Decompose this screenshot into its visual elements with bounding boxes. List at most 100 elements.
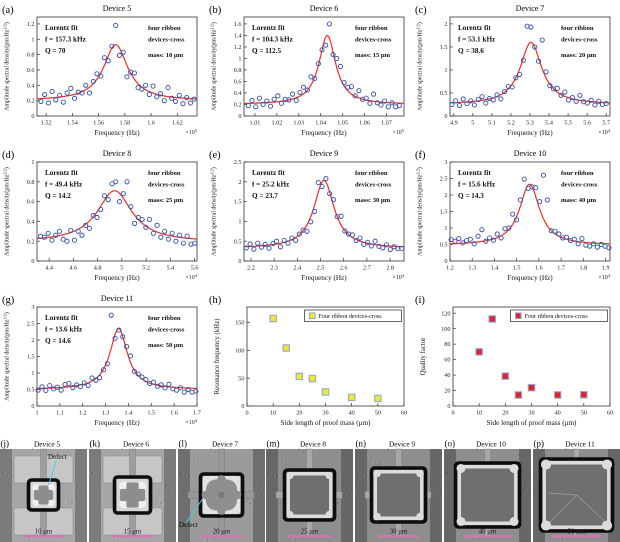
- data-point: [449, 101, 455, 108]
- chart-device-11-lorentz: (g) Device 11 1 1.1 1.2 1.3 1.4 1.5 1.6 1.7 0 0.5 1 1…: [0, 290, 207, 437]
- x-axis-label: Frequency (Hz): [508, 129, 554, 137]
- data-point: [86, 225, 93, 231]
- data-point: [41, 234, 47, 240]
- data-point: [285, 97, 292, 103]
- y-tick-label: 0.2: [27, 98, 35, 105]
- data-point: [166, 381, 172, 387]
- fit-annotation: Q = 14.3: [458, 192, 484, 200]
- plot-box: [243, 161, 404, 262]
- plot-box: [36, 161, 198, 262]
- x-tick-label: 5.6: [583, 119, 591, 126]
- data-point: [457, 102, 463, 108]
- data-point: [456, 235, 462, 242]
- device-frame: [112, 475, 153, 515]
- data-point: [521, 176, 527, 182]
- data-point: [161, 98, 167, 104]
- data-point: [475, 233, 481, 239]
- data-point: [263, 98, 269, 104]
- data-point: [90, 212, 96, 219]
- y-tick-label: 2: [445, 21, 448, 28]
- y-tick-label: 0.5: [440, 90, 448, 97]
- x-tick-label: 1.52: [41, 119, 52, 126]
- y-tick-label: 0.4: [27, 218, 35, 225]
- sem-device-5: (j) Device 5 Defect 10 μm: [0, 437, 88, 542]
- data-point: [104, 361, 110, 367]
- device-annotation: mass: 40 μm: [561, 197, 597, 204]
- y-tick-label: 1: [31, 159, 34, 166]
- data-point: [591, 241, 597, 247]
- x-tick-label: 1.3: [102, 409, 110, 416]
- data-point: [322, 42, 328, 48]
- chart-device-7-lorentz: (c) Device 7 4.9 5 5.1 5.2 5.3 5.4 5.5 5.6 5.7 0 0.5…: [413, 0, 620, 145]
- device-annotation: four ribbon: [148, 25, 181, 32]
- data-point: [98, 73, 104, 79]
- panel-title: Device 11: [101, 294, 133, 303]
- y-tick-label: 40: [444, 372, 450, 379]
- data-point: [352, 93, 358, 99]
- data-point: [131, 70, 137, 76]
- panel-letter: (l): [178, 439, 187, 449]
- x-tick-label: 1.2: [79, 409, 87, 416]
- device-annotation: devices-cross: [355, 182, 392, 189]
- data-point: [71, 95, 78, 101]
- data-point: [349, 232, 355, 238]
- legend-marker: [515, 312, 522, 320]
- y-axis-label: Amplitude spectral density(pm/Hz1/2): [416, 22, 424, 111]
- y-tick-label: 150: [235, 320, 244, 327]
- data-point: [315, 61, 321, 67]
- data-point: [588, 97, 594, 103]
- chart-svg: (f) Device 10 1.2 1.3 1.4 1.5 1.6 1.7 1.8 1.9 0 0.5…: [415, 149, 612, 282]
- x-tick-label: 1.58: [119, 119, 130, 126]
- data-point: [510, 211, 516, 217]
- data-point: [127, 353, 134, 359]
- data-point: [45, 100, 51, 106]
- x-tick-label: 1.3: [469, 264, 477, 271]
- x-tick-label: 5.3: [526, 119, 534, 126]
- y-tick-label: 2: [31, 337, 34, 344]
- data-point: [566, 97, 572, 103]
- data-point: [58, 387, 64, 393]
- sem-svg: (j) Device 5 Defect 10 μm: [0, 439, 88, 542]
- data-point: [260, 101, 266, 108]
- x-tick-label: 1.02: [271, 119, 282, 126]
- data-point: [258, 244, 264, 250]
- data-point: [541, 172, 547, 178]
- data-point: [502, 89, 508, 95]
- data-point: [135, 214, 141, 221]
- data-point: [150, 230, 156, 236]
- fit-annotation: Q = 14.6: [45, 337, 71, 345]
- data-point: [521, 57, 527, 63]
- data-point: [98, 206, 104, 213]
- y-tick-label: 0.8: [27, 52, 35, 59]
- panel-title: Device 9: [389, 440, 415, 449]
- x-tick-label: 5.1: [488, 119, 496, 126]
- data-point: [471, 241, 477, 247]
- fit-annotation: f = 49.4 kHz: [45, 181, 83, 189]
- fit-annotation: Lorentz fit: [45, 314, 78, 322]
- data-point: [68, 85, 74, 91]
- defect-label: Defect: [179, 521, 198, 529]
- data-point: [49, 88, 55, 95]
- data-point: [536, 58, 542, 64]
- data-point: [452, 238, 458, 244]
- data-point: [556, 231, 562, 237]
- device-annotation: devices-cross: [148, 37, 185, 44]
- x-tick-label: 2.6: [339, 264, 347, 271]
- x-tick-label: 50: [374, 409, 380, 416]
- data-point: [113, 22, 119, 29]
- x-tick-label: 5.2: [507, 119, 515, 126]
- x-tick-label: 2.2: [247, 264, 255, 271]
- data-point: [453, 98, 459, 104]
- data-point: [387, 246, 393, 253]
- panel-title: Device 10: [476, 440, 506, 449]
- data-point: [109, 181, 115, 187]
- plot-box: [243, 16, 404, 117]
- x-tick-label: 4.8: [94, 264, 102, 271]
- scale-bar: [199, 535, 244, 538]
- device-annotation: four ribbon: [561, 25, 594, 32]
- data-point: [79, 90, 85, 96]
- legend-box: [510, 309, 608, 322]
- data-point: [131, 220, 138, 226]
- data-point: [100, 367, 107, 373]
- sem-device-10: (o) Device 10 40 μm: [444, 437, 532, 542]
